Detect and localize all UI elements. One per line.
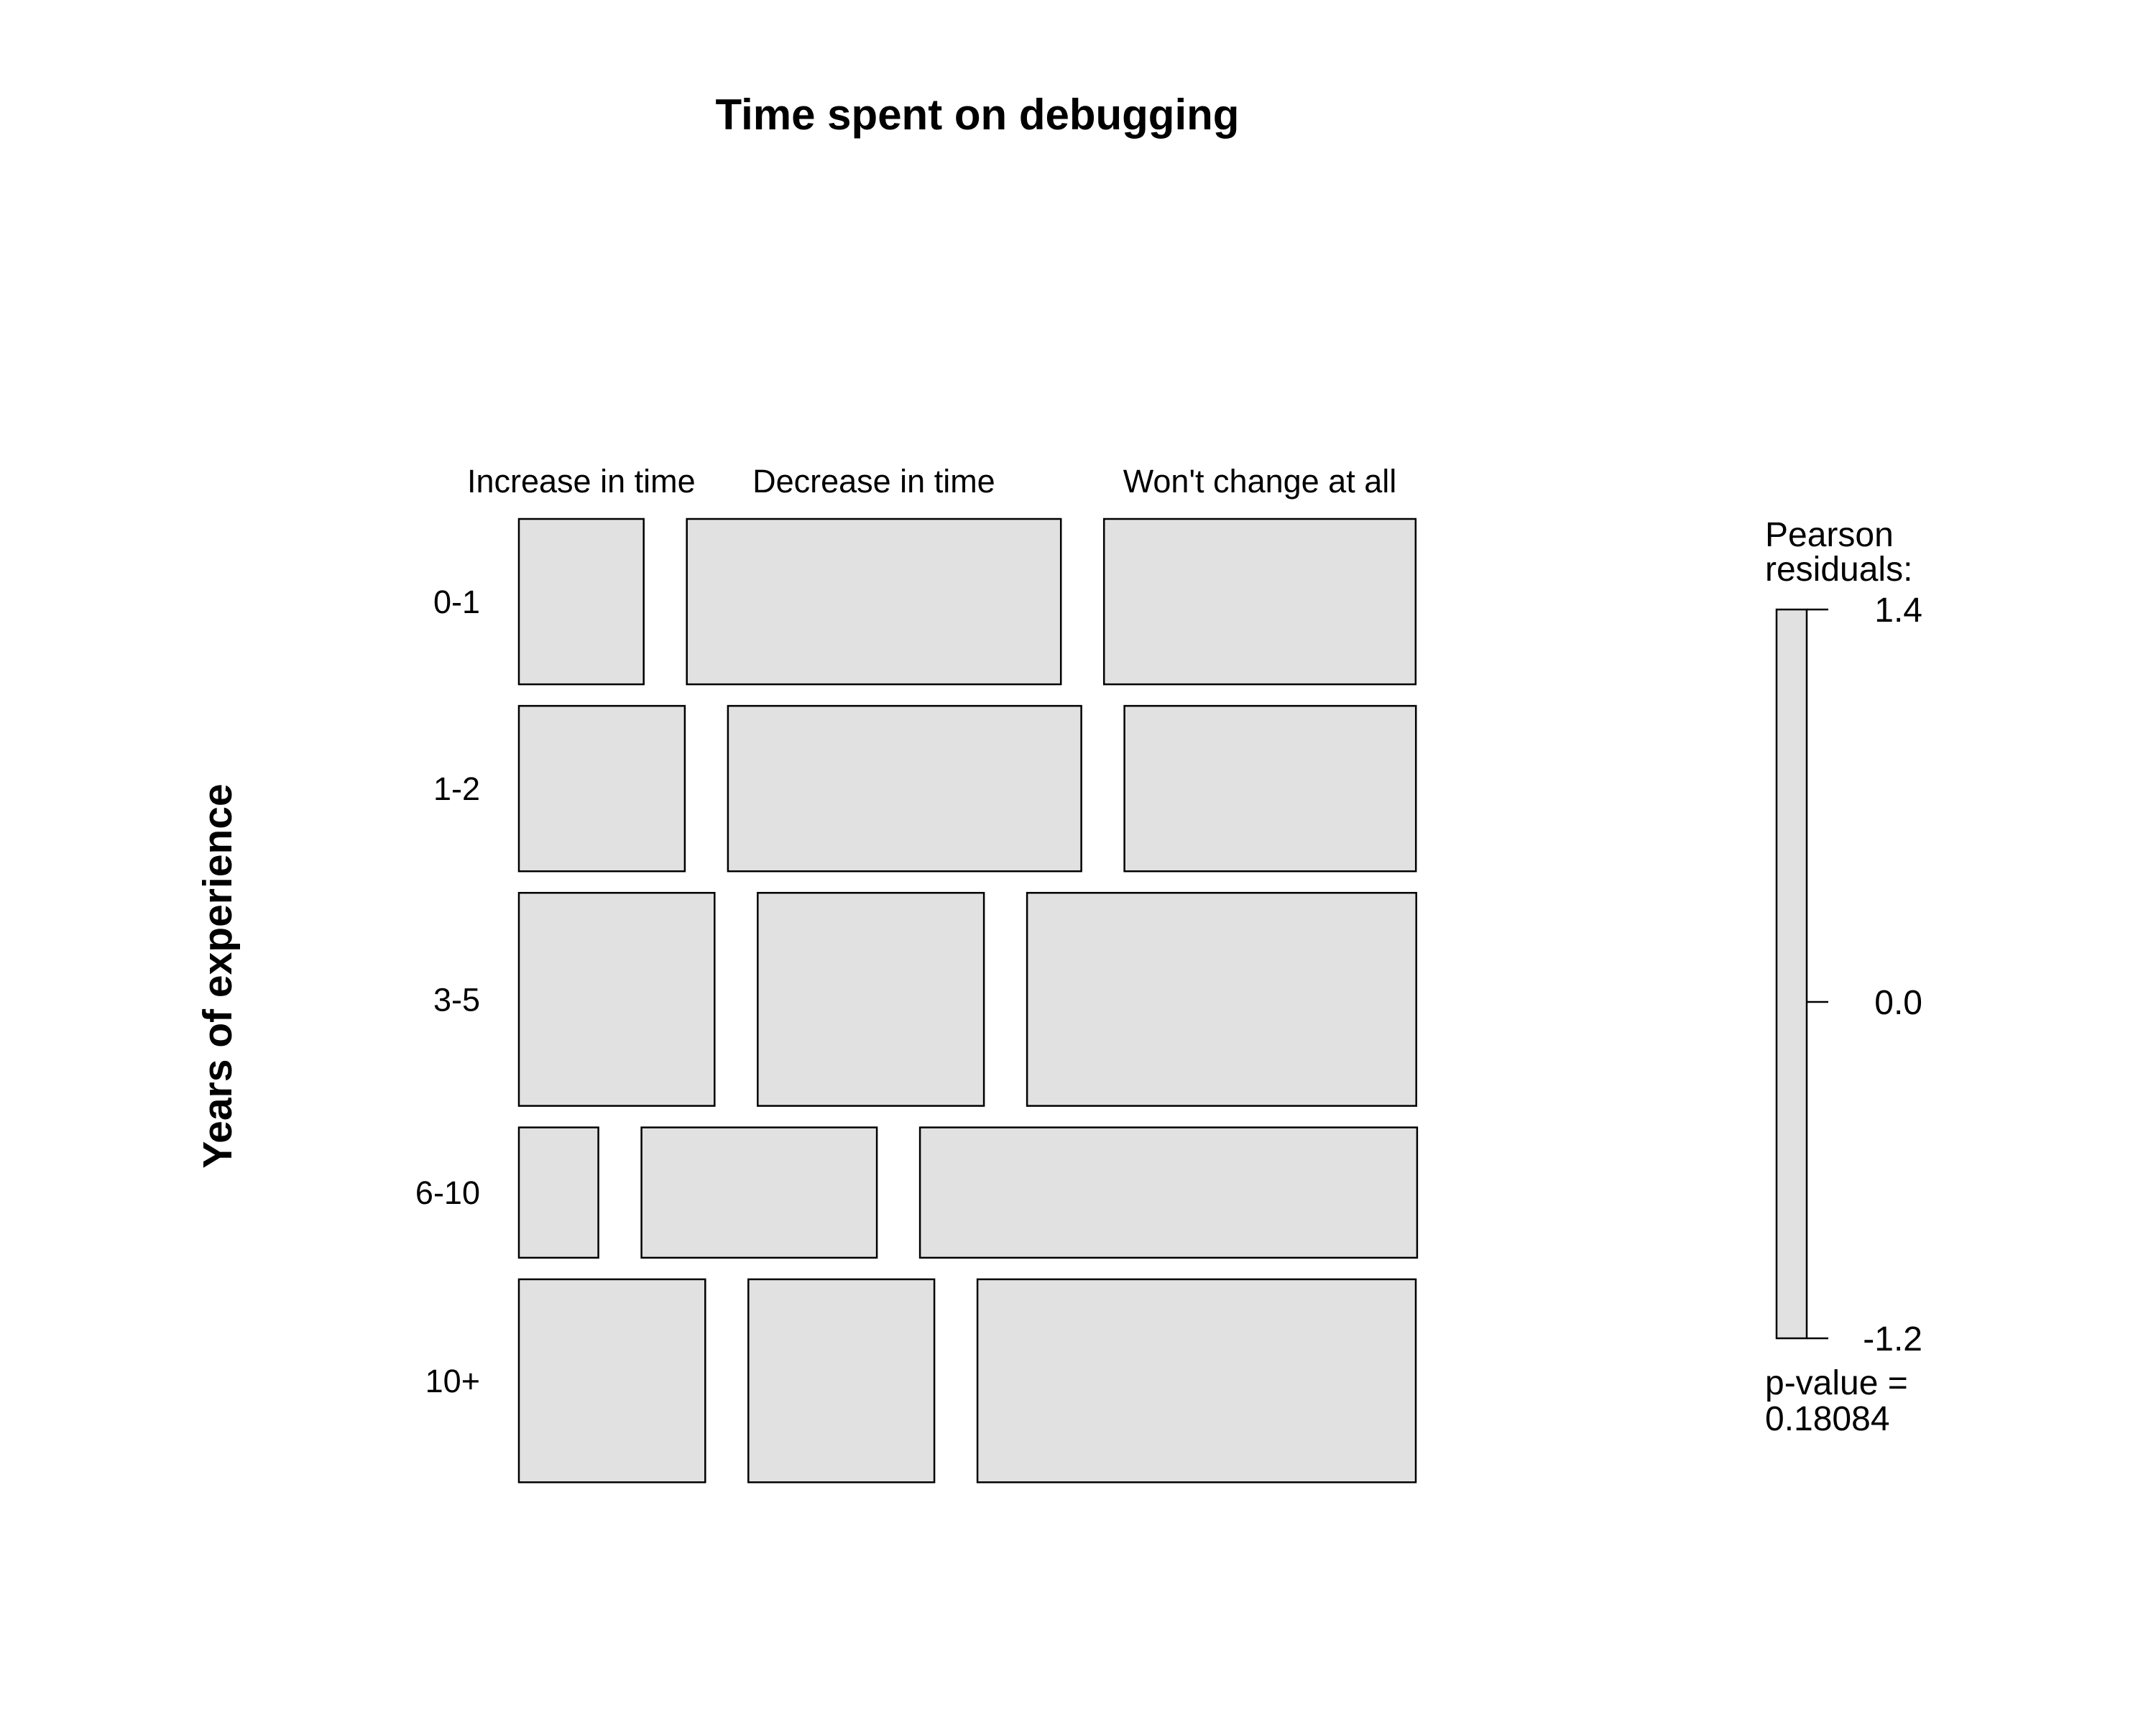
- legend-title-line-2: residuals:: [1765, 551, 1912, 589]
- column-labels: Increase in time Decrease in time Won't ch…: [467, 463, 1396, 500]
- legend-tick-label: 0.0: [1874, 984, 1922, 1022]
- mosaic-cell-6-10-3: [918, 1126, 1419, 1259]
- mosaic-cell-3-5-1: [517, 891, 716, 1107]
- column-label: Increase in time: [467, 463, 696, 500]
- row-label: 3-5: [433, 981, 480, 1018]
- mosaic-cell-10+-2: [747, 1278, 936, 1484]
- p-value-label: p-value =: [1765, 1364, 1908, 1402]
- y-axis-label: Years of experience: [195, 783, 241, 1169]
- column-label: Won't change at all: [1123, 463, 1397, 500]
- row-label: 1-2: [433, 770, 480, 807]
- mosaic-cell-0-1-1: [517, 518, 645, 686]
- mosaic-cells: [517, 518, 1419, 1484]
- mosaic-cell-1-2-3: [1123, 704, 1417, 873]
- residual-legend: Pearson residuals: 1.40.0-1.2 p-value = …: [1765, 516, 1922, 1438]
- chart-title: Time spent on debugging: [716, 91, 1240, 139]
- mosaic-cell-0-1-3: [1102, 518, 1417, 686]
- p-value: 0.18084: [1765, 1400, 1890, 1438]
- mosaic-cell-3-5-3: [1026, 891, 1417, 1107]
- mosaic-cell-10+-1: [517, 1278, 706, 1484]
- legend-color-bar: 1.4 0.0 -1.2: [1775, 592, 1922, 1358]
- row-label: 0-1: [433, 584, 480, 620]
- row-label: 10+: [425, 1363, 480, 1399]
- row-labels: 0-1 1-2 3-5 6-10 10+: [415, 584, 480, 1399]
- legend-tick-label: 1.4: [1874, 592, 1922, 630]
- mosaic-cell-10+-3: [976, 1278, 1417, 1484]
- mosaic-cell-3-5-2: [757, 891, 985, 1107]
- column-label: Decrease in time: [752, 463, 995, 500]
- row-label: 6-10: [415, 1174, 480, 1211]
- mosaic-cell-6-10-1: [517, 1126, 599, 1259]
- legend-title-line-1: Pearson: [1765, 516, 1894, 554]
- mosaic-cell-6-10-2: [640, 1126, 878, 1259]
- mosaic-cell-1-2-2: [727, 704, 1082, 873]
- legend-tick-label: -1.2: [1863, 1320, 1922, 1358]
- mosaic-cell-1-2-1: [517, 704, 686, 873]
- mosaic-cell-0-1-2: [686, 518, 1062, 686]
- legend-bar: [1775, 608, 1808, 1340]
